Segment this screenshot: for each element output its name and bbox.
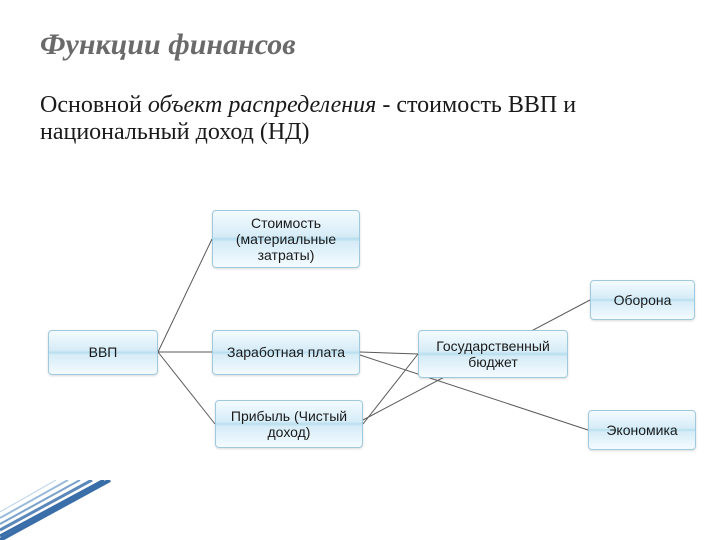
node-oboron: Оборона — [590, 280, 695, 320]
node-cost: Стоимость (материальные затраты) — [212, 210, 360, 268]
subtitle-emph: объект распределения — [148, 92, 376, 118]
diagram-edges — [0, 0, 720, 540]
node-vvp: ВВП — [48, 330, 158, 375]
node-profit: Прибыль (Чистый доход) — [215, 400, 363, 448]
title-text: Функции финансов — [40, 28, 296, 61]
corner-accent — [0, 480, 140, 540]
node-salary: Заработная плата — [212, 330, 360, 375]
slide-title: Функции финансов — [40, 28, 296, 62]
slide-subtitle: Основной объект распределения - стоимост… — [40, 92, 680, 146]
subtitle-prefix: Основной — [40, 92, 148, 118]
node-econ: Экономика — [588, 410, 696, 450]
node-budget: Государственный бюджет — [418, 330, 568, 378]
